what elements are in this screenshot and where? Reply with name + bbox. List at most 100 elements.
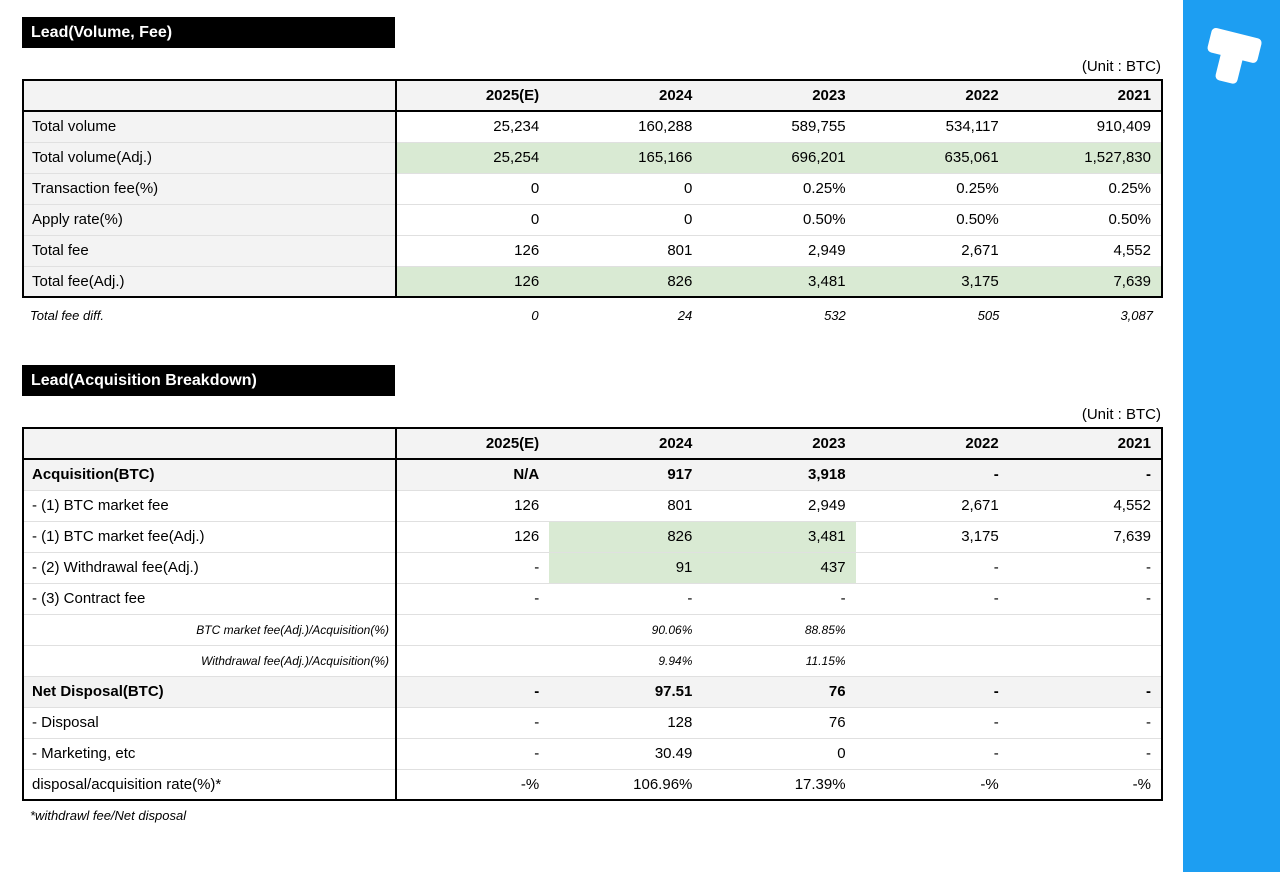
table-row: Withdrawal fee(Adj.)/Acquisition(%) 9.94%… xyxy=(23,645,1162,676)
cell-value: 801 xyxy=(667,242,693,259)
cell-value: 2,949 xyxy=(808,497,846,514)
table-row: - (3) Contract fee - - - - - xyxy=(23,583,1162,614)
cell-value: 106.96% xyxy=(633,775,693,793)
cell-value: - xyxy=(993,714,999,731)
cell-value xyxy=(856,645,1009,676)
cell-value: 917 xyxy=(549,459,703,490)
row-label: Total volume(Adj.) xyxy=(23,142,397,173)
cell-value: -% xyxy=(980,775,999,793)
row-label: - (3) Contract fee xyxy=(23,583,397,614)
cell-value: 7,639 xyxy=(1113,528,1151,545)
row-label: Withdrawal fee(Adj.)/Acquisition(%) xyxy=(23,645,397,676)
cell-value: 0.50% xyxy=(1108,211,1151,228)
corner-header xyxy=(23,428,397,460)
table-row: Transaction fee(%) 0 0 0.25% 0.25% 0.25% xyxy=(23,173,1162,204)
row-label: Total volume xyxy=(23,111,397,142)
cell-value: - xyxy=(993,590,999,607)
cell-value: 126 xyxy=(514,528,540,545)
cell-value: -% xyxy=(1132,775,1151,793)
table-row: Acquisition(BTC) N/A 917 3,918- - xyxy=(23,459,1162,490)
row-label: - (2) Withdrawal fee(Adj.) xyxy=(23,552,397,583)
cell-value: 0 xyxy=(684,211,693,228)
cell-value: 3,481 xyxy=(702,266,856,297)
cell-value: 635,061 xyxy=(855,142,1009,173)
acquisition-breakdown-table: 2025(E) 2024 2023 2022 2021 Acquisition(BTC) N… xyxy=(22,427,1163,801)
cell-value xyxy=(396,614,549,645)
table-row: disposal/acquisition rate(%)* -% 106.96% 17… xyxy=(23,769,1162,800)
year-column-header: 2024 xyxy=(549,428,703,460)
cell-value: 97.51 xyxy=(549,676,703,707)
cell-value: - xyxy=(534,559,540,576)
cell-value: - xyxy=(534,714,540,731)
volume-fee-table: 2025(E) 2024 2023 2022 2021 Total volume 25,23… xyxy=(22,79,1163,298)
table-row: Total volume 25,234 160,288 589,755 534,117 9… xyxy=(23,111,1162,142)
row-label: Apply rate(%) xyxy=(23,204,397,235)
cell-value: 534,117 xyxy=(945,118,999,136)
table-row: Total fee 126 801 2,949 2,671 4,552 xyxy=(23,235,1162,266)
row-label: Net Disposal(BTC) xyxy=(23,676,397,707)
cell-value: 0 xyxy=(531,307,539,323)
cell-value: 3,918 xyxy=(702,459,856,490)
cell-value: 126 xyxy=(514,497,540,514)
cell-value: - xyxy=(1008,459,1162,490)
cell-value: 505 xyxy=(977,307,1000,323)
cell-value: 3,175 xyxy=(855,266,1009,297)
cell-value: - xyxy=(396,676,550,707)
cell-value: - xyxy=(534,745,540,762)
table-row: Apply rate(%) 0 0 0.50% 0.50% 0.50% xyxy=(23,204,1162,235)
table-row: Total volume(Adj.) 25,254 165,166 696,201 63… xyxy=(23,142,1162,173)
cell-value: 0.25% xyxy=(803,180,846,197)
cell-value: 910,409 xyxy=(1096,118,1151,136)
cell-value: - xyxy=(534,590,540,607)
cell-value: 437 xyxy=(702,552,856,583)
cell-value: 3,175 xyxy=(961,528,999,545)
cell-value: 4,552 xyxy=(1113,242,1151,259)
cell-value: 76 xyxy=(828,714,846,731)
cell-value: 11.15% xyxy=(805,653,846,668)
cell-value: 17.39% xyxy=(794,775,846,793)
cell-value: - xyxy=(1146,590,1151,607)
cell-value: 0 xyxy=(684,180,693,197)
cell-value: 1,527,830 xyxy=(1008,142,1162,173)
section-title-acquisition-breakdown: Lead(Acquisition Breakdown) xyxy=(22,365,395,396)
cell-value: 696,201 xyxy=(702,142,856,173)
row-label: Total fee xyxy=(23,235,397,266)
report-content: Lead(Volume, Fee) (Unit : BTC) 2025(E) 20… xyxy=(22,0,1163,823)
cell-value: 90.06% xyxy=(651,622,693,637)
year-column-header: 2022 xyxy=(855,428,1009,460)
cell-value: 126 xyxy=(396,266,550,297)
unit-label-1: (Unit : BTC) xyxy=(1081,58,1161,75)
total-fee-diff-row: Total fee diff. 0 24 532 505 3,087 xyxy=(22,301,1163,329)
year-column-header: 2024 xyxy=(549,80,703,112)
tokenpost-t-logo-icon xyxy=(1207,28,1262,84)
cell-value: -% xyxy=(520,775,540,793)
cell-value: - xyxy=(993,559,999,576)
cell-value: 126 xyxy=(514,242,540,259)
section-title-volume-fee: Lead(Volume, Fee) xyxy=(22,17,395,48)
cell-value: 91 xyxy=(549,552,703,583)
cell-value: 0 xyxy=(837,745,846,762)
row-label: Transaction fee(%) xyxy=(23,173,397,204)
table-row: - (1) BTC market fee 126 801 2,949 2,671 4,55… xyxy=(23,490,1162,521)
cell-value: - xyxy=(840,590,846,607)
row-label: Total fee(Adj.) xyxy=(23,266,397,297)
table-row: - Marketing, etc - 30.49 0 - - xyxy=(23,738,1162,769)
cell-value: 24 xyxy=(677,307,693,323)
cell-value: N/A xyxy=(396,459,550,490)
cell-value: 0 xyxy=(530,211,540,228)
row-label: Acquisition(BTC) xyxy=(23,459,397,490)
cell-value xyxy=(396,645,549,676)
cell-value: 3,087 xyxy=(1120,307,1153,323)
cell-value: 0.25% xyxy=(1108,180,1151,197)
unit-label-2: (Unit : BTC) xyxy=(1081,406,1161,423)
cell-value: 826 xyxy=(549,266,703,297)
brand-sidebar xyxy=(1183,0,1280,872)
cell-value: 826 xyxy=(549,521,703,552)
cell-value: - xyxy=(1146,559,1151,576)
cell-value: 3,481 xyxy=(702,521,856,552)
cell-value xyxy=(856,614,1009,645)
year-column-header: 2021 xyxy=(1008,80,1162,112)
year-column-header: 2022 xyxy=(855,80,1009,112)
cell-value: 2,671 xyxy=(961,497,999,514)
cell-value: 801 xyxy=(667,497,693,514)
